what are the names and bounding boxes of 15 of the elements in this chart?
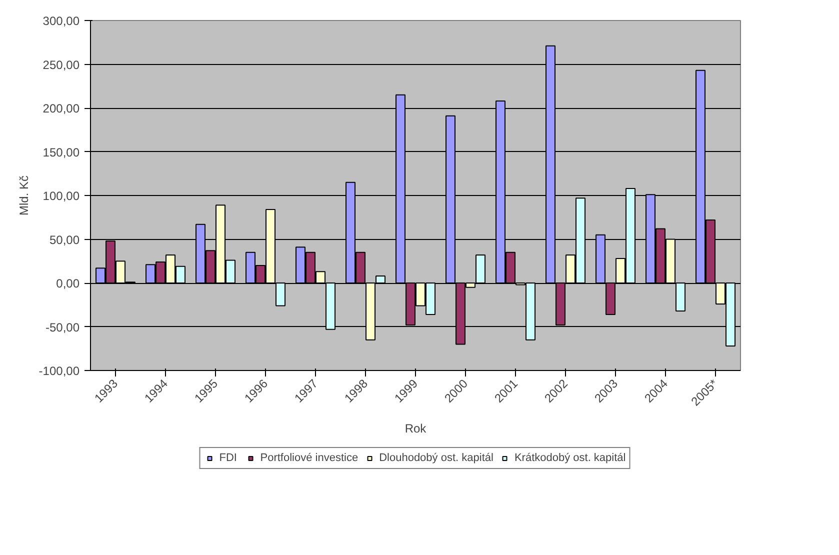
y-tick-label: 200,00 [42,102,80,116]
legend-label: Portfoliové investice [260,452,358,464]
y-tick-label: 0,00 [56,276,80,290]
y-tick-label: 250,00 [42,58,80,72]
y-tick-label: 150,00 [42,145,80,160]
y-tick-label: -50,00 [45,320,80,334]
y-tick-label: 100,00 [42,189,80,203]
y-tick-label: -100,00 [38,364,80,378]
legend-label: Dlouhodobý ost. kapitál [379,452,494,464]
y-tick-label: 300,00 [42,14,80,28]
y-tick-label: 50,00 [49,232,80,247]
legend-label: Krátkodobý ost. kapitál [514,452,626,464]
x-axis-title: Rok [404,422,428,436]
legend-label: FDI [219,452,238,464]
y-axis-title: Mld. Kč [16,175,31,216]
